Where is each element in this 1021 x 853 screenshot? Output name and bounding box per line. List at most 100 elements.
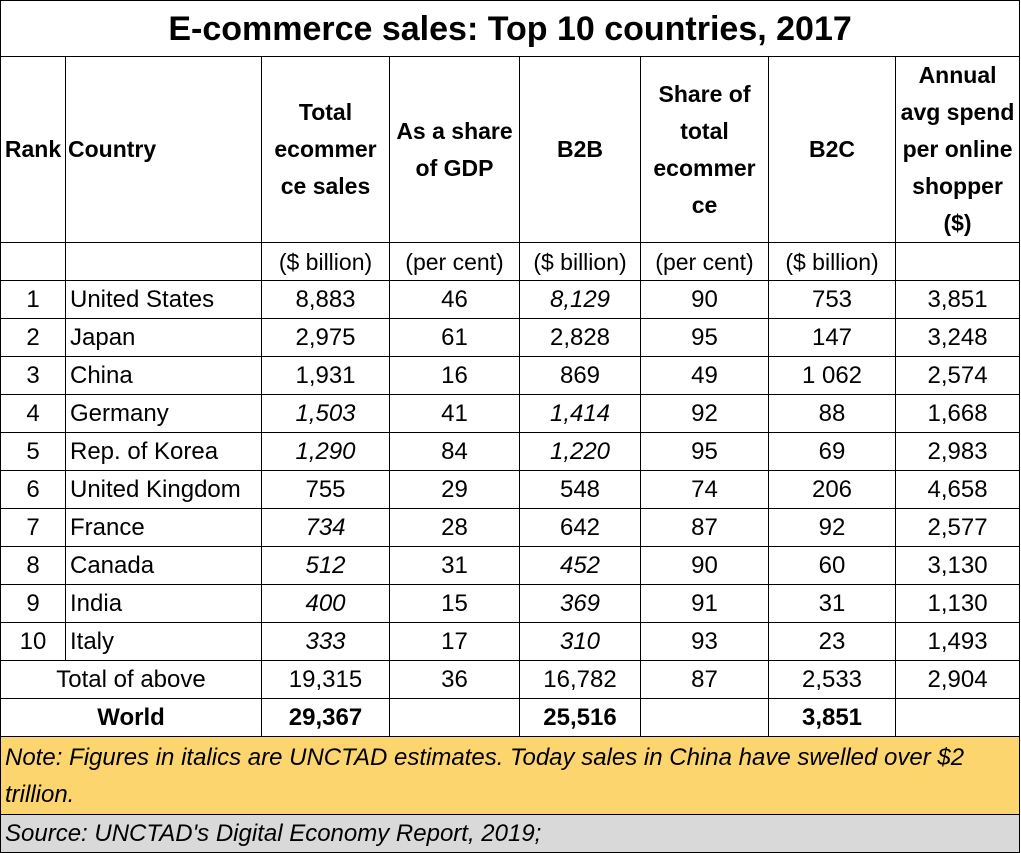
country-cell: Japan [65, 318, 262, 357]
total-cell: 333 [261, 622, 390, 661]
share-cell: 90 [640, 280, 769, 319]
annual-cell: 2,983 [894, 432, 1021, 471]
annual-cell: 2,574 [894, 356, 1021, 395]
table-row: 2 Japan 2,975 61 2,828 95 147 3,248 [0, 318, 1021, 357]
total-cell: 19,315 [261, 660, 390, 699]
total-cell: 512 [261, 546, 390, 585]
header-row: Rank Country Total ecommer ce sales As a s… [0, 56, 1021, 243]
header-country: Country [65, 56, 262, 243]
gdp-cell: 61 [389, 318, 520, 357]
gdp-cell: 41 [389, 394, 520, 433]
b2c-cell: 23 [768, 622, 896, 661]
source-text: Source: UNCTAD's Digital Economy Report,… [0, 814, 1021, 853]
rank-cell: 8 [0, 546, 66, 585]
b2b-cell: 1,220 [519, 432, 641, 471]
b2b-cell: 369 [519, 584, 641, 623]
header-share-of-gdp: As a share of GDP [389, 56, 520, 243]
share-cell: 91 [640, 584, 769, 623]
units-total: ($ billion) [261, 242, 390, 281]
units-row: ($ billion) (per cent) ($ billion) (per … [0, 242, 1021, 281]
gdp-cell: 36 [389, 660, 520, 699]
table-row: 10 Italy 333 17 310 93 23 1,493 [0, 622, 1021, 661]
b2b-cell: 1,414 [519, 394, 641, 433]
rank-cell: 1 [0, 280, 66, 319]
units-b2c: ($ billion) [768, 242, 896, 281]
b2c-cell: 92 [768, 508, 896, 547]
header-total-sales: Total ecommer ce sales [261, 56, 390, 243]
table-row: 5 Rep. of Korea 1,290 84 1,220 95 69 2,9… [0, 432, 1021, 471]
world-annual-cell [894, 698, 1021, 737]
note-text: Note: Figures in italics are UNCTAD esti… [0, 736, 1021, 815]
total-cell: 1,503 [261, 394, 390, 433]
title-row: E-commerce sales: Top 10 countries, 2017 [0, 0, 1021, 57]
b2c-cell: 206 [768, 470, 896, 509]
gdp-cell: 28 [389, 508, 520, 547]
annual-cell: 1,668 [894, 394, 1021, 433]
world-total-cell: 29,367 [261, 698, 390, 737]
b2c-cell: 31 [768, 584, 896, 623]
gdp-cell: 16 [389, 356, 520, 395]
rank-cell: 3 [0, 356, 66, 395]
header-rank: Rank [0, 56, 66, 243]
annual-cell: 2,577 [894, 508, 1021, 547]
share-cell: 90 [640, 546, 769, 585]
country-cell: Canada [65, 546, 262, 585]
world-share-cell [640, 698, 769, 737]
total-cell: 400 [261, 584, 390, 623]
rank-cell: 6 [0, 470, 66, 509]
annual-cell: 4,658 [894, 470, 1021, 509]
b2c-cell: 753 [768, 280, 896, 319]
country-cell: Italy [65, 622, 262, 661]
annual-cell: 3,248 [894, 318, 1021, 357]
rank-cell: 4 [0, 394, 66, 433]
world-b2b-cell: 25,516 [519, 698, 641, 737]
rank-cell: 10 [0, 622, 66, 661]
b2b-cell: 452 [519, 546, 641, 585]
b2c-cell: 2,533 [768, 660, 896, 699]
country-cell: Rep. of Korea [65, 432, 262, 471]
share-cell: 92 [640, 394, 769, 433]
header-b2c: B2C [768, 56, 896, 243]
table-row: 9 India 400 15 369 91 31 1,130 [0, 584, 1021, 623]
units-share: (per cent) [640, 242, 769, 281]
note-row: Note: Figures in italics are UNCTAD esti… [0, 736, 1021, 815]
rank-cell: 7 [0, 508, 66, 547]
total-cell: 755 [261, 470, 390, 509]
b2b-cell: 869 [519, 356, 641, 395]
header-share-of-total: Share of total ecommer ce [640, 56, 769, 243]
share-cell: 87 [640, 660, 769, 699]
share-cell: 49 [640, 356, 769, 395]
table-row: 7 France 734 28 642 87 92 2,577 [0, 508, 1021, 547]
country-cell: China [65, 356, 262, 395]
b2b-cell: 2,828 [519, 318, 641, 357]
total-cell: 2,975 [261, 318, 390, 357]
source-row: Source: UNCTAD's Digital Economy Report,… [0, 814, 1021, 853]
b2c-cell: 60 [768, 546, 896, 585]
world-gdp-cell [389, 698, 520, 737]
table-row: 8 Canada 512 31 452 90 60 3,130 [0, 546, 1021, 585]
b2b-cell: 16,782 [519, 660, 641, 699]
world-b2c-cell: 3,851 [768, 698, 896, 737]
country-cell: India [65, 584, 262, 623]
share-cell: 74 [640, 470, 769, 509]
b2c-cell: 1 062 [768, 356, 896, 395]
units-b2b: ($ billion) [519, 242, 641, 281]
world-row: World 29,367 25,516 3,851 [0, 698, 1021, 737]
units-country [65, 242, 262, 281]
gdp-cell: 46 [389, 280, 520, 319]
b2c-cell: 147 [768, 318, 896, 357]
table-row: 1 United States 8,883 46 8,129 90 753 3,… [0, 280, 1021, 319]
total-cell: 8,883 [261, 280, 390, 319]
b2c-cell: 88 [768, 394, 896, 433]
table-row: 4 Germany 1,503 41 1,414 92 88 1,668 [0, 394, 1021, 433]
country-cell: France [65, 508, 262, 547]
share-cell: 93 [640, 622, 769, 661]
annual-cell: 1,130 [894, 584, 1021, 623]
share-cell: 87 [640, 508, 769, 547]
country-cell: United Kingdom [65, 470, 262, 509]
annual-cell: 1,493 [894, 622, 1021, 661]
table-row: 6 United Kingdom 755 29 548 74 206 4,658 [0, 470, 1021, 509]
country-cell: United States [65, 280, 262, 319]
gdp-cell: 31 [389, 546, 520, 585]
